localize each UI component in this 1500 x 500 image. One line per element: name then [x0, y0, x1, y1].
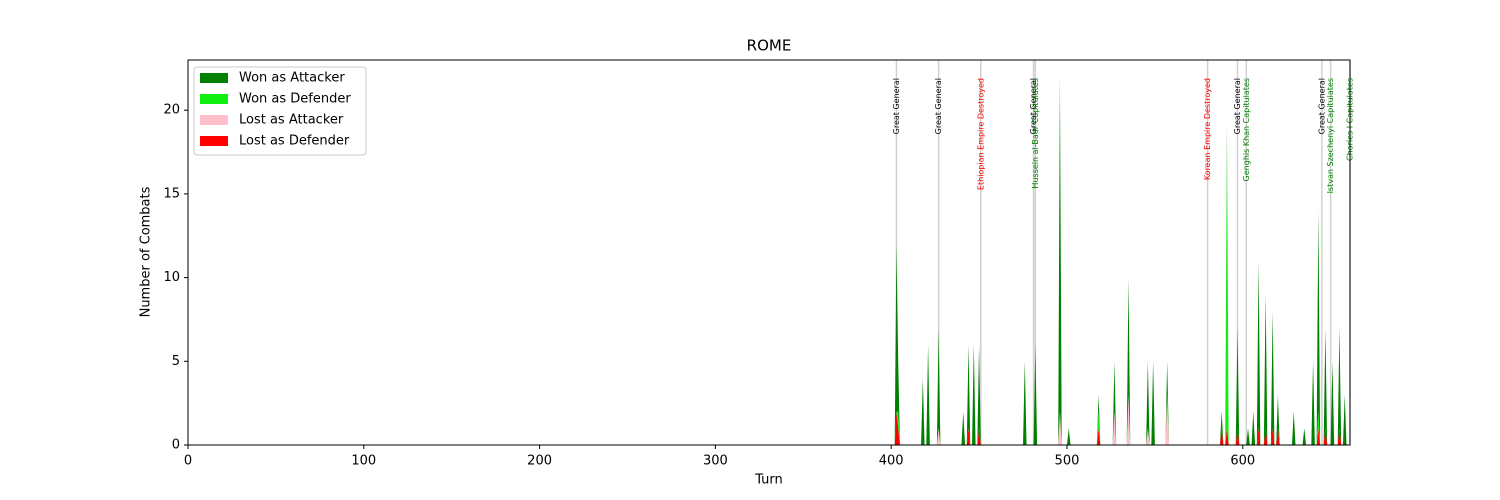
y-tick-label: 0 [172, 438, 180, 453]
y-tick-label: 20 [163, 103, 180, 118]
legend-swatch [200, 136, 228, 146]
annotation-label: Great General [1029, 78, 1038, 134]
y-axis-label: Number of Combats [139, 186, 154, 317]
x-tick-label: 0 [184, 454, 192, 469]
x-tick-label: 600 [1230, 454, 1255, 469]
annotation-label: Great General [892, 78, 901, 134]
chart-title: ROME [747, 37, 792, 55]
area [188, 394, 1350, 445]
annotation-label: Ethiopian Empire Destroyed [976, 78, 985, 190]
annotation-label: Great General [934, 78, 943, 134]
area [188, 76, 1350, 446]
y-tick-label: 10 [163, 270, 180, 285]
legend-box [193, 66, 367, 156]
x-tick-label: 300 [703, 454, 728, 469]
legend-swatch [200, 115, 228, 125]
annotation-label: Korean Empire Destroyed [1203, 78, 1212, 180]
legend-swatch [200, 94, 228, 104]
legend-label: Lost as Defender [239, 134, 350, 149]
legend-label: Won as Attacker [239, 71, 345, 86]
annotation-label: Great General [1233, 78, 1242, 134]
annotation-label: Genghis Khan Capitulates [1242, 78, 1251, 181]
y-tick-label: 5 [172, 354, 180, 369]
x-tick-label: 200 [527, 454, 552, 469]
x-tick-label: 100 [351, 454, 376, 469]
x-axis-label: Turn [754, 473, 783, 488]
axes-frame [187, 59, 1351, 446]
annotation-label: Istvan Szechenyi Capitulates [1326, 78, 1335, 193]
y-tick-label: 15 [163, 186, 180, 201]
legend-label: Won as Defender [239, 92, 351, 107]
annotation-label: Great General [1317, 78, 1326, 134]
legend-label: Lost as Attacker [239, 113, 344, 128]
annotation-label: Hussein al-Badr Capitulates [1031, 78, 1040, 189]
legend-swatch [200, 73, 228, 83]
legend: Won as Attacker Won as Defender Lost as At… [193, 66, 367, 156]
x-tick-label: 500 [1055, 454, 1080, 469]
x-tick-label: 400 [879, 454, 904, 469]
